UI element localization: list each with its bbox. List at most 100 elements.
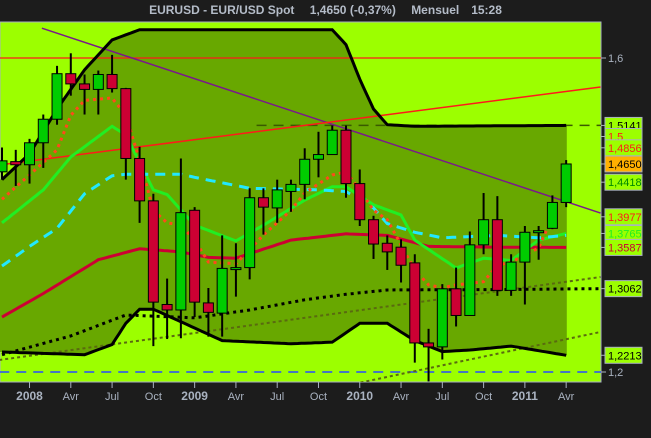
x-tick-label: Jul — [105, 391, 119, 403]
x-tick-label: Jul — [435, 391, 449, 403]
candle-2009-02 — [202, 288, 214, 337]
candle-2009-09 — [299, 148, 311, 200]
ma-orange-line — [1, 96, 554, 290]
candle-2009-08 — [285, 179, 297, 212]
price-label-text: 1,2213 — [608, 350, 642, 362]
x-tick-label: Oct — [310, 391, 327, 403]
candle-2008-11 — [161, 278, 173, 340]
candle-body — [230, 267, 242, 271]
x-tick-label: 2011 — [512, 389, 538, 403]
candle-2010-01 — [354, 169, 366, 226]
candle-2011-02 — [533, 225, 545, 260]
candle-body — [244, 197, 256, 269]
price-label-text: 1,4650 — [608, 159, 642, 171]
price-label-box — [604, 173, 643, 191]
bollinger-lower-line — [1, 307, 567, 357]
x-tick-label: Avr — [63, 391, 80, 403]
candle-body — [450, 288, 462, 316]
x-tick-label: Oct — [475, 391, 492, 403]
candle-body — [368, 219, 380, 245]
candle-body — [478, 219, 490, 246]
ma-cyan-line — [1, 172, 567, 268]
candle-body — [546, 201, 558, 229]
plot-layer — [0, 27, 601, 382]
candle-2010-02 — [368, 215, 380, 259]
candle-2009-07 — [271, 179, 283, 223]
clock-time: 15:28 — [471, 3, 502, 17]
candle-body — [271, 189, 283, 209]
candle-body — [37, 118, 49, 144]
candle-body — [423, 342, 435, 348]
candle-2009-01 — [189, 207, 201, 318]
bollinger-upper-line — [0, 28, 567, 181]
x-tick-label: 2009 — [181, 389, 208, 403]
candle-body — [257, 197, 269, 208]
candle-body — [381, 242, 393, 253]
price-label-text: 1,3062 — [608, 284, 642, 296]
candle-2008-09 — [134, 146, 146, 223]
candle-body — [464, 244, 476, 316]
candle-2010-05 — [409, 254, 421, 363]
candle-body — [216, 267, 228, 314]
x-tick-label: Avr — [558, 391, 575, 403]
candle-body — [120, 88, 132, 159]
candle-body — [436, 288, 448, 348]
trend-red-rising-line — [0, 86, 601, 166]
price-label-text: 1,4418 — [608, 177, 642, 189]
candle-2008-08 — [120, 87, 132, 180]
x-tick-label: Avr — [228, 391, 245, 403]
candle-2010-09 — [464, 231, 476, 316]
price-label-text: 1,3765 — [608, 228, 642, 240]
price-label-box — [604, 208, 643, 226]
candle-2009-06 — [257, 188, 269, 235]
candle-2008-04 — [65, 53, 77, 96]
candle-2010-10 — [478, 193, 490, 255]
candle-body — [312, 154, 324, 160]
last-quote: 1,4650 (-0,37%) — [309, 3, 396, 17]
price-label: 1,2213 — [601, 346, 643, 364]
y-axis: 1,61,21,51411,51,48561,44181,46501,39771… — [601, 53, 643, 379]
trend-purple-line — [41, 27, 601, 214]
price-label: 1,4650 — [601, 155, 643, 173]
candle-2008-10 — [147, 193, 159, 347]
price-label: 1,4418 — [601, 173, 643, 191]
candle-body — [409, 262, 421, 344]
candle-body — [560, 163, 572, 203]
candle-body — [326, 129, 338, 156]
candle-2008-07 — [106, 54, 118, 93]
candle-body — [175, 212, 187, 311]
candle-body — [340, 129, 352, 185]
candle-body — [10, 161, 22, 166]
x-tick-label: Oct — [145, 391, 162, 403]
candle-2011-01 — [519, 225, 531, 305]
candle-body — [491, 219, 503, 291]
candle-2007-11 — [0, 147, 8, 180]
candle-body — [0, 160, 8, 173]
candle-2008-02 — [37, 114, 49, 168]
candle-2009-11 — [326, 125, 338, 156]
x-tick-label: Avr — [393, 391, 410, 403]
candle-2010-04 — [395, 239, 407, 283]
price-label: 1,3977 — [601, 208, 643, 226]
candle-2010-12 — [505, 254, 517, 296]
price-label: 1,3587 — [601, 238, 643, 256]
candle-2009-10 — [312, 131, 324, 178]
candle-body — [134, 157, 146, 202]
candle-body — [147, 200, 159, 303]
candle-2008-03 — [51, 65, 63, 125]
price-label-text: 1,3587 — [608, 242, 642, 254]
x-axis: 2008 Avr Jul Oct 2009 Avr Jul Oct 2010 Avr Jul Oct 2… — [16, 382, 575, 403]
candle-body — [299, 158, 311, 185]
price-label-text: 1,3977 — [608, 212, 642, 224]
candle-2009-03 — [216, 235, 228, 337]
price-label-box — [604, 238, 643, 256]
candle-2010-06 — [423, 328, 435, 382]
candle-body — [285, 183, 297, 192]
candle-2010-03 — [381, 235, 393, 270]
price-label-text: 1,4856 — [608, 143, 642, 155]
price-label: 1,3062 — [601, 280, 643, 298]
candle-body — [354, 183, 366, 221]
x-tick-label: 2008 — [16, 389, 43, 403]
candle-body — [202, 302, 214, 313]
